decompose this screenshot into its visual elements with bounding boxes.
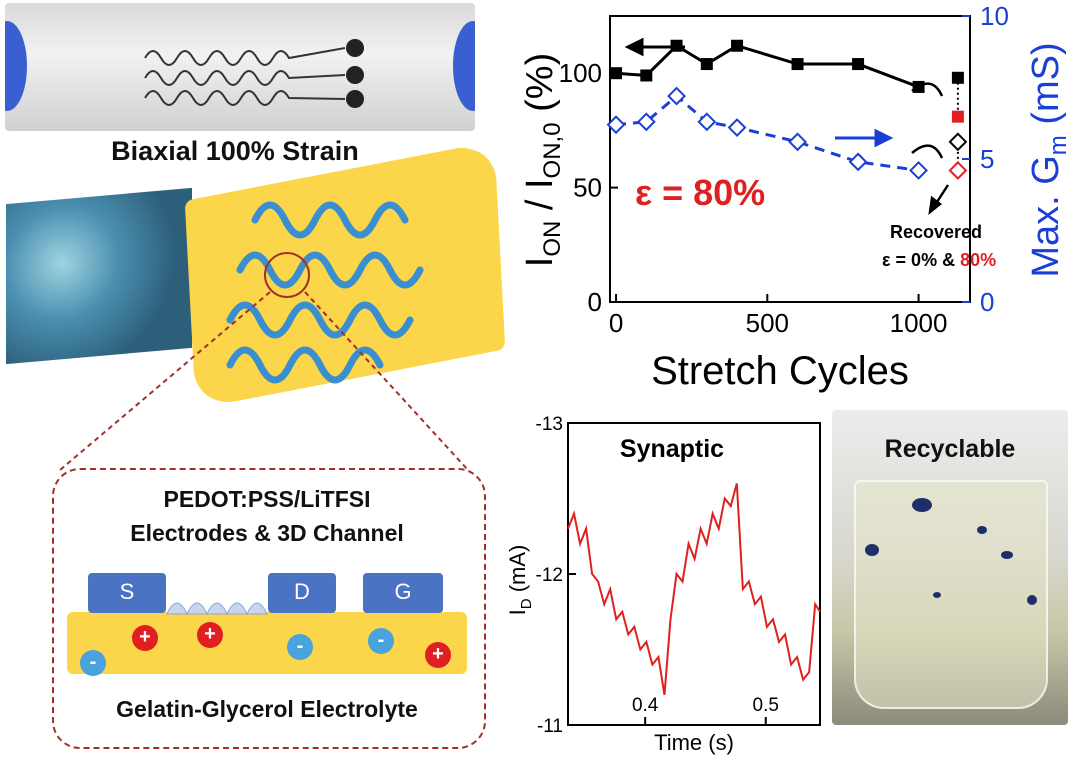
strain-caption: Biaxial 100% Strain: [111, 136, 359, 166]
ion-ratio-point: [852, 58, 865, 71]
ion-ratio-point: [791, 58, 804, 71]
recovered-point: [948, 161, 968, 180]
x-axis-label: Stretch Cycles: [651, 349, 909, 393]
x-tick-label: 0.5: [753, 695, 779, 716]
recovered-label: Recovered: [890, 222, 982, 242]
gm-point: [909, 161, 928, 180]
plot-frame: [567, 422, 821, 726]
gm-line: [615, 94, 919, 172]
y-axis-label-right: Max. Gm (mS): [1025, 42, 1072, 277]
y-tick-label-left: 100: [559, 58, 602, 88]
gm-point: [667, 86, 686, 106]
beaker: [854, 480, 1048, 709]
x-tick-label: 0.4: [632, 695, 659, 716]
glove-right: [453, 21, 475, 111]
x-tick-label: 0: [609, 308, 623, 338]
glove-left: [5, 21, 27, 111]
recovered-conditions-highlight: 80%: [960, 250, 996, 270]
synaptic-current-line: [567, 483, 821, 695]
dissolving-fragments: [865, 498, 1037, 605]
recovered-pointer: [911, 82, 950, 215]
serpentine-pattern: [59, 201, 469, 471]
x-tick-label: 1000: [890, 308, 948, 338]
chart-title: Synaptic: [620, 435, 724, 463]
recovered-conditions: ε = 0% & 80%: [882, 250, 996, 270]
gm-point: [848, 152, 868, 172]
y-tick-label-left: 0: [588, 287, 602, 317]
recovered-point: [948, 132, 968, 152]
y-tick-label: -13: [536, 414, 563, 435]
electrode-material-line2: Electrodes & 3D Channel: [130, 520, 404, 546]
x-tick-label: 500: [746, 308, 789, 338]
recyclable-caption: Recyclable: [884, 435, 1016, 463]
y-tick-label-right: 10: [980, 1, 1009, 31]
gm-point: [636, 112, 656, 132]
y-tick-label: -11: [537, 716, 563, 737]
serpentine-traces-photo: [144, 39, 364, 108]
ion-ratio-point: [700, 58, 713, 71]
anion: -: [287, 634, 313, 660]
ion-ratio-point: [731, 39, 744, 52]
right-axis-arrow: [835, 128, 894, 148]
gm-point: [697, 112, 717, 132]
y-axis-label-left: ION / ION,0 (%): [519, 53, 566, 267]
electrolyte-caption: Gelatin-Glycerol Electrolyte: [116, 696, 418, 722]
drain-electrode: D: [268, 573, 336, 613]
recovered-point: [951, 110, 964, 123]
gm-point: [606, 115, 626, 135]
left-axis-arrow: [624, 37, 685, 57]
beaker-photo: [832, 410, 1068, 725]
ion-ratio-line: [615, 43, 920, 89]
cation: +: [197, 622, 223, 648]
schematic-callout: [52, 468, 486, 749]
y-tick-label-left: 50: [573, 173, 602, 203]
y-tick-label: -12: [536, 565, 563, 586]
ion-ratio-point: [610, 67, 623, 80]
source-electrode: S: [88, 573, 166, 613]
y-tick-label-right: 5: [980, 144, 994, 174]
recovered-point: [951, 71, 964, 84]
anion: -: [80, 650, 106, 676]
cation: +: [132, 625, 158, 651]
cation: +: [425, 642, 451, 668]
ion-ratio-point: [640, 69, 653, 82]
synaptic-chart: 0.4 0.5 -13 -12 -11 Synaptic Time (s) ID (mA…: [505, 414, 821, 755]
y-axis-label: ID (mA): [505, 545, 535, 616]
anion: -: [368, 628, 394, 654]
device-photo: [5, 3, 475, 131]
strain-annotation: ε = 80%: [635, 172, 765, 213]
electrolyte-layer: [67, 612, 467, 674]
x-axis-label: Time (s): [654, 730, 734, 755]
gate-electrode: G: [363, 573, 443, 613]
gm-point: [788, 132, 807, 152]
gm-point: [727, 118, 747, 137]
electrode-material-line1: PEDOT:PSS/LiTFSI: [163, 486, 371, 512]
channel-bumps: [166, 602, 268, 616]
electrode-material-caption: PEDOT:PSS/LiTFSI Electrodes & 3D Channel: [52, 482, 482, 550]
y-tick-label-right: 0: [980, 287, 994, 317]
recovered-conditions-prefix: ε = 0% &: [882, 250, 960, 270]
